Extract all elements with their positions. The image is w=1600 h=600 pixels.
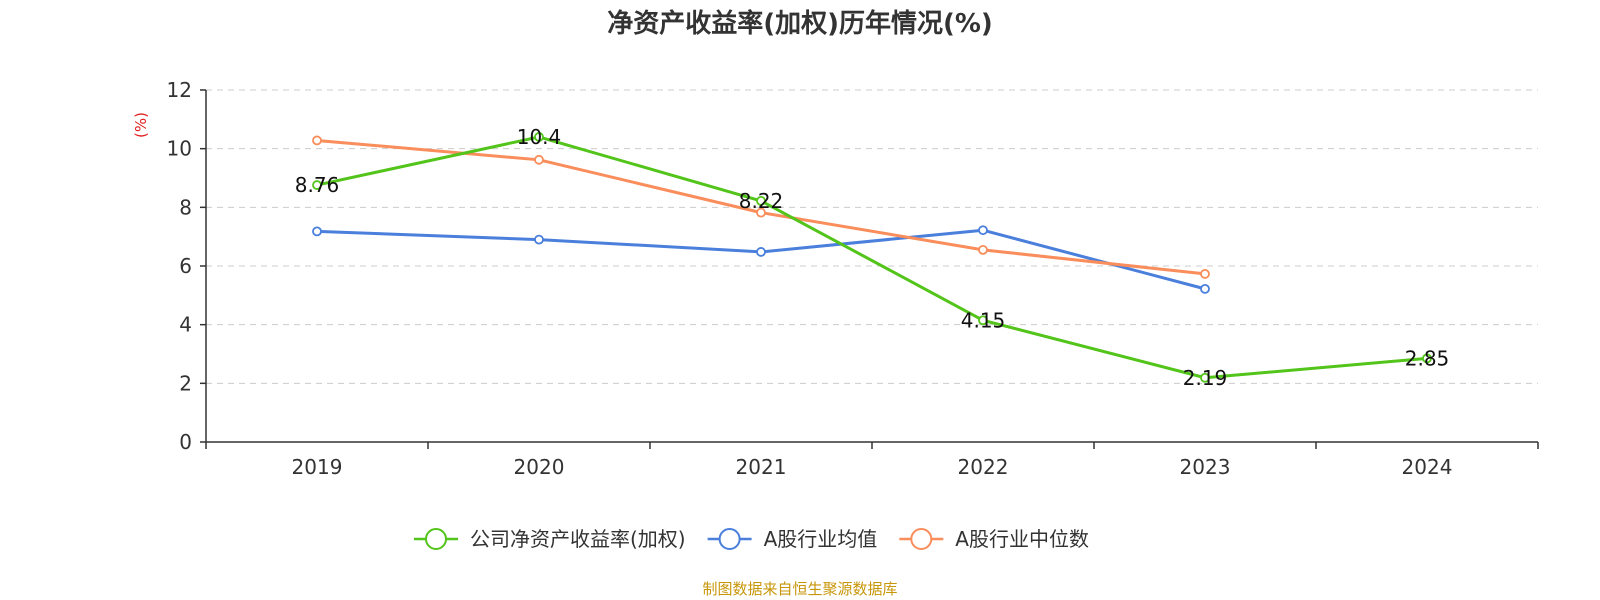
source-note: 制图数据来自恒生聚源数据库 — [702, 580, 897, 598]
data-point[interactable] — [1200, 372, 1210, 383]
legend-marker — [425, 528, 447, 550]
y-tick-label: 10 — [167, 137, 192, 161]
data-point[interactable] — [1200, 269, 1210, 279]
data-point[interactable] — [978, 225, 988, 236]
data-point[interactable] — [312, 180, 322, 190]
data-point[interactable] — [756, 247, 766, 257]
data-point[interactable] — [756, 207, 766, 218]
legend-marker — [718, 528, 741, 550]
chart-title: 净资产收益率(加权)历年情况(%) — [607, 8, 993, 39]
data-label: 2.85 — [1405, 346, 1450, 370]
y-axis-label: (%) — [132, 112, 150, 138]
legend-item-1[interactable]: 公司净资产收益率(加权) — [414, 527, 686, 551]
axes: 0 2 4 6 8 10 12 2019 2020 2021 2022 2023 2024 — [167, 78, 1539, 479]
legend-item-3[interactable]: A股行业中位数 — [899, 527, 1089, 551]
data-point[interactable] — [756, 195, 766, 206]
data-point[interactable] — [312, 226, 322, 237]
x-tick-label: 2019 — [292, 455, 343, 479]
grid-lines — [206, 89, 1538, 384]
legend-label: A股行业中位数 — [955, 527, 1089, 551]
data-point[interactable] — [1422, 353, 1432, 364]
x-tick-label: 2020 — [514, 455, 565, 479]
y-tick-label: 12 — [167, 78, 192, 102]
legend-label: 公司净资产收益率(加权) — [470, 527, 686, 551]
legend-marker — [910, 528, 933, 550]
series-line — [316, 135, 1428, 380]
data-point[interactable] — [534, 234, 544, 245]
y-tick-label: 8 — [179, 195, 192, 219]
data-label: 4.15 — [961, 308, 1006, 332]
data-labels: 8.76 10.4 8.22 4.15 2.19 2.85 — [295, 125, 1450, 390]
series-1 — [312, 132, 1432, 383]
data-point[interactable] — [534, 154, 544, 165]
x-tick-label: 2021 — [736, 455, 787, 479]
x-tick-label: 2022 — [958, 455, 1009, 479]
x-tick-label: 2024 — [1402, 455, 1453, 479]
y-tick-label: 2 — [179, 371, 192, 395]
data-label: 2.19 — [1183, 366, 1228, 390]
data-point[interactable] — [312, 135, 322, 146]
data-point[interactable] — [978, 315, 988, 326]
data-point[interactable] — [1200, 283, 1210, 294]
legend[interactable]: 公司净资产收益率(加权) A股行业均值 A股行业中位数 — [414, 527, 1089, 551]
data-point[interactable] — [978, 244, 988, 255]
data-label: 8.22 — [739, 189, 784, 213]
data-label: 10.4 — [517, 125, 562, 149]
series-2 — [312, 225, 1210, 294]
y-tick-label: 6 — [179, 254, 192, 278]
series-lines — [312, 132, 1432, 383]
x-tick-label: 2023 — [1180, 455, 1231, 479]
legend-item-2[interactable]: A股行业均值 — [707, 527, 878, 551]
y-tick-label: 4 — [179, 313, 192, 337]
y-tick-label: 0 — [179, 430, 192, 454]
legend-label: A股行业均值 — [764, 527, 878, 551]
data-label: 8.76 — [295, 173, 340, 197]
data-point[interactable] — [534, 132, 544, 142]
